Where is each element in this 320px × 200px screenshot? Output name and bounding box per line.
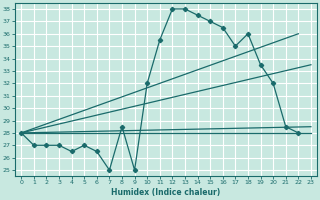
- X-axis label: Humidex (Indice chaleur): Humidex (Indice chaleur): [111, 188, 221, 197]
